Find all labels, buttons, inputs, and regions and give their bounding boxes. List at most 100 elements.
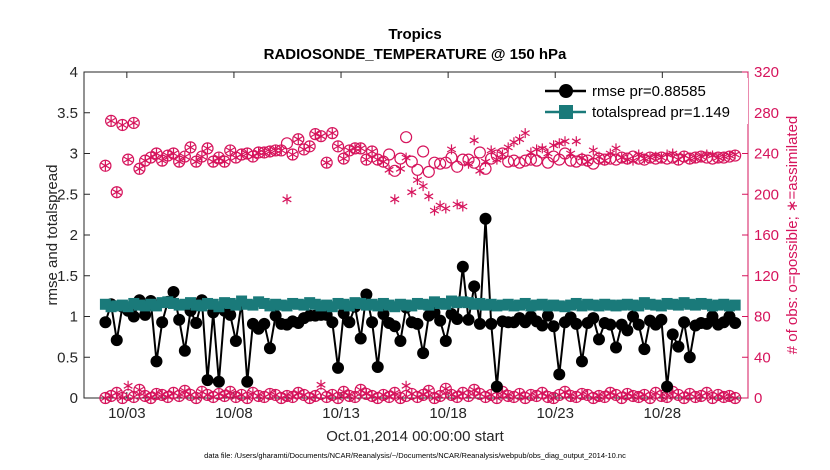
- totalspread-marker: [372, 300, 384, 312]
- totalspread-marker: [576, 300, 588, 312]
- obs-assimilated-marker: [656, 391, 667, 401]
- totalspread-marker: [253, 296, 265, 308]
- totalspread-marker: [633, 300, 645, 312]
- obs-assimilated-marker: [322, 157, 332, 168]
- totalspread-marker: [338, 298, 350, 310]
- rmse-marker: [479, 212, 492, 225]
- obs-assimilated-marker: [344, 391, 354, 401]
- rmse-marker: [632, 318, 645, 331]
- obs-assimilated-marker: [617, 152, 627, 163]
- totalspread-marker: [332, 297, 344, 309]
- obs-possible-marker: [116, 118, 129, 132]
- x-tick-label: 10/18: [429, 405, 467, 422]
- obs-assimilated-marker: [492, 154, 502, 165]
- rmse-marker: [678, 316, 691, 329]
- totalspread-marker: [298, 299, 310, 311]
- totalspread-marker: [497, 299, 509, 311]
- obs-assimilated-marker: [112, 387, 122, 398]
- obs-possible-marker: [195, 150, 208, 163]
- totalspread-marker: [718, 298, 730, 310]
- rmse-marker: [258, 317, 271, 330]
- obs-possible-marker: [422, 165, 435, 178]
- obs-assimilated-marker: [514, 388, 525, 399]
- obs-assimilated-marker: [367, 146, 377, 157]
- obs-assimilated-marker: [231, 392, 241, 402]
- obs-assimilated-marker: [191, 393, 201, 403]
- totalspread-marker: [525, 300, 537, 312]
- obs-assimilated-marker: [339, 386, 349, 397]
- obs-possible-marker: [417, 145, 430, 158]
- totalspread-marker: [304, 297, 316, 309]
- totalspread-marker: [610, 300, 622, 312]
- totalspread-marker: [434, 297, 446, 309]
- totalspread-marker: [712, 299, 724, 311]
- rmse-marker: [326, 316, 339, 329]
- obs-assimilated-marker: [412, 392, 423, 402]
- obs-assimilated-marker: [662, 149, 672, 160]
- legend: rmse pr=0.88585 totalspread pr=1.149: [530, 78, 748, 124]
- obs-assimilated-marker: [651, 151, 661, 162]
- y-right-tick-label: 0: [754, 390, 762, 407]
- rmse-marker: [411, 317, 424, 330]
- obs-assimilated-marker: [293, 387, 303, 398]
- obs-assimilated-marker: [566, 391, 576, 401]
- totalspread-marker: [701, 298, 713, 310]
- y-right-tick-label: 80: [754, 309, 771, 326]
- obs-assimilated-marker: [622, 388, 632, 399]
- totalspread-marker: [321, 299, 333, 311]
- totalspread-marker: [457, 296, 469, 308]
- obs-assimilated-marker: [690, 152, 701, 163]
- totalspread-marker: [536, 298, 548, 310]
- totalspread-marker: [570, 297, 582, 309]
- obs-assimilated-marker: [134, 163, 145, 174]
- obs-possible-marker: [326, 127, 339, 140]
- rmse-marker: [661, 380, 674, 393]
- obs-assimilated-marker: [719, 151, 729, 162]
- totalspread-marker: [621, 298, 633, 310]
- totalspread-marker: [428, 296, 440, 308]
- obs-assimilated-marker: [707, 150, 718, 161]
- obs-assimilated-marker: [219, 391, 230, 401]
- obs-assimilated-marker: [583, 156, 593, 167]
- obs-assimilated-marker: [276, 145, 286, 156]
- plot-area: 00.511.522.533.5404080120160200240280320…: [57, 64, 779, 422]
- obs-assimilated-marker: [112, 187, 122, 198]
- totalspread-marker: [360, 299, 372, 311]
- obs-assimilated-marker: [492, 393, 502, 403]
- totalspread-marker: [196, 300, 208, 312]
- obs-assimilated-marker: [305, 393, 315, 403]
- y-left-tick-label: 2.5: [57, 186, 78, 203]
- totalspread-marker: [616, 299, 628, 311]
- chart-subtitle: RADIOSONDE_TEMPERATURE @ 150 hPa: [264, 46, 567, 63]
- obs-possible-marker: [320, 156, 333, 169]
- totalspread-marker: [485, 298, 497, 310]
- y-right-tick-label: 320: [754, 64, 779, 81]
- totalspread-marker: [133, 299, 145, 311]
- totalspread-marker: [661, 297, 673, 309]
- rmse-marker: [241, 375, 254, 388]
- rmse-marker: [638, 343, 651, 356]
- obs-assimilated-marker: [310, 129, 320, 140]
- y-left-tick-label: 4: [70, 64, 78, 81]
- obs-assimilated-marker: [588, 393, 598, 403]
- totalspread-marker: [139, 300, 151, 312]
- chart-title: Tropics: [388, 26, 441, 43]
- obs-assimilated-marker: [520, 128, 530, 139]
- rmse-marker: [729, 317, 742, 330]
- rmse-marker: [371, 361, 384, 374]
- obs-assimilated-marker: [424, 191, 434, 202]
- obs-assimilated-marker: [253, 391, 264, 401]
- obs-assimilated-marker: [106, 115, 116, 126]
- obs-assimilated-marker: [673, 154, 684, 165]
- totalspread-marker: [678, 297, 690, 309]
- totalspread-marker: [207, 298, 219, 310]
- obs-assimilated-marker: [611, 143, 621, 154]
- totalspread-marker: [326, 301, 338, 313]
- totalspread-marker: [275, 299, 287, 311]
- obs-possible-marker: [201, 142, 214, 155]
- rmse-marker: [388, 320, 401, 333]
- rmse-marker: [621, 324, 634, 337]
- legend-spread-marker: [559, 105, 573, 119]
- totalspread-marker: [213, 301, 225, 313]
- obs-assimilated-marker: [634, 149, 644, 160]
